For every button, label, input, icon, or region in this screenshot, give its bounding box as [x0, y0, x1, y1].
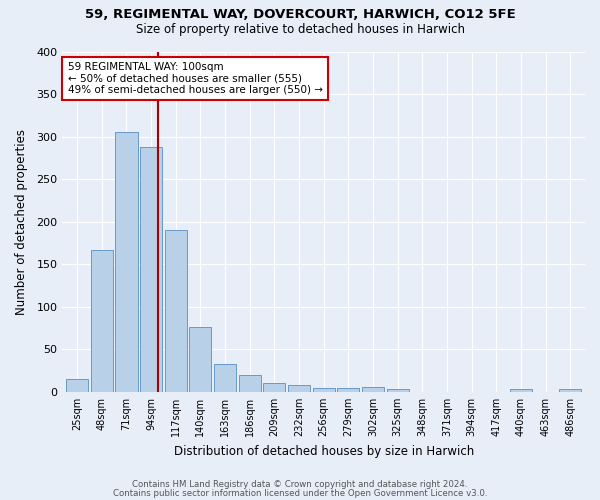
Bar — [115, 132, 137, 392]
Y-axis label: Number of detached properties: Number of detached properties — [15, 128, 28, 314]
Bar — [189, 327, 211, 392]
Text: Size of property relative to detached houses in Harwich: Size of property relative to detached ho… — [136, 22, 464, 36]
Text: Contains public sector information licensed under the Open Government Licence v3: Contains public sector information licen… — [113, 488, 487, 498]
Bar — [140, 147, 162, 392]
Text: 59, REGIMENTAL WAY, DOVERCOURT, HARWICH, CO12 5FE: 59, REGIMENTAL WAY, DOVERCOURT, HARWICH,… — [85, 8, 515, 20]
Bar — [263, 384, 286, 392]
Bar — [386, 388, 409, 392]
Bar — [559, 390, 581, 392]
Bar — [510, 390, 532, 392]
Text: Contains HM Land Registry data © Crown copyright and database right 2024.: Contains HM Land Registry data © Crown c… — [132, 480, 468, 489]
Bar — [164, 230, 187, 392]
Bar — [66, 379, 88, 392]
Bar — [313, 388, 335, 392]
Bar — [239, 375, 261, 392]
Bar — [337, 388, 359, 392]
X-axis label: Distribution of detached houses by size in Harwich: Distribution of detached houses by size … — [173, 444, 474, 458]
Bar — [91, 250, 113, 392]
Bar — [214, 364, 236, 392]
Text: 59 REGIMENTAL WAY: 100sqm
← 50% of detached houses are smaller (555)
49% of semi: 59 REGIMENTAL WAY: 100sqm ← 50% of detac… — [68, 62, 323, 95]
Bar — [362, 387, 384, 392]
Bar — [288, 385, 310, 392]
